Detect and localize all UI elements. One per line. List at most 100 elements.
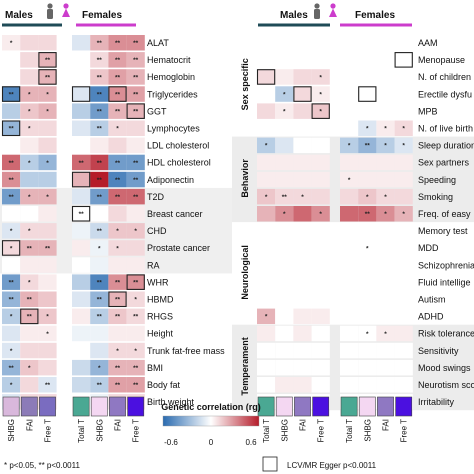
column-label: Free T: [317, 419, 326, 443]
row-label: Irritability: [418, 397, 455, 407]
heatmap-cell: [108, 206, 127, 222]
heatmap-cell: [72, 154, 91, 171]
column-swatch: [109, 396, 126, 417]
significance-mark: **: [133, 91, 139, 98]
significance-mark: **: [9, 194, 15, 201]
significance-mark: *: [116, 245, 119, 252]
heatmap-cell: [108, 377, 127, 393]
row-label: Sleep duration: [418, 141, 474, 151]
significance-mark: **: [115, 57, 121, 64]
heatmap-cell: [293, 86, 312, 102]
column-swatch: [127, 396, 145, 417]
significance-mark: **: [97, 40, 103, 47]
significance-mark: *: [28, 365, 31, 372]
significance-mark: *: [46, 194, 49, 201]
significance-mark: **: [27, 297, 33, 304]
egger-box: [293, 86, 312, 102]
column-label: Free T: [400, 419, 409, 443]
heatmap-cell: [126, 52, 145, 68]
significance-mark: **: [9, 365, 15, 372]
heatmap-cell: [340, 308, 359, 325]
heatmap-cell: [311, 377, 330, 393]
heatmap-cell: [108, 188, 127, 205]
significance-mark: *: [265, 143, 268, 150]
heatmap-cell: [394, 308, 413, 325]
significance-mark: **: [133, 382, 139, 389]
heatmap-cell: [2, 154, 21, 171]
heatmap-cell: [358, 206, 377, 222]
significance-mark: *: [319, 91, 322, 98]
heatmap-cell: [340, 188, 359, 205]
male-person-icon: [47, 3, 53, 19]
heatmap-cell: [72, 103, 91, 119]
heatmap-cell: [126, 308, 145, 325]
heatmap-cell: [108, 137, 127, 154]
heatmap-cell: [394, 206, 413, 222]
heatmap-cell: [358, 308, 377, 325]
heatmap-cell: [358, 171, 377, 188]
heatmap-cell: [38, 171, 57, 188]
row-label: BMI: [147, 363, 163, 373]
heatmap-cell: [394, 325, 413, 342]
heatmap-cell: [340, 223, 359, 239]
row-label: Lymphocytes: [147, 124, 200, 134]
heatmap-cell: [72, 291, 91, 307]
heatmap-cell: [72, 257, 91, 273]
heatmap-cell: [257, 137, 276, 154]
row-label: GGT: [147, 106, 167, 116]
heatmap-cell: [72, 274, 91, 290]
heatmap-cell: [257, 325, 276, 342]
heatmap-cell: [108, 120, 127, 136]
heatmap-cell: [293, 120, 312, 136]
heatmap-cell: [2, 291, 21, 307]
egger-box: [126, 274, 145, 290]
heatmap-cell: [394, 35, 413, 51]
significance-mark: **: [9, 177, 15, 184]
heatmap-cell: [20, 103, 39, 119]
legend-tick-mid: 0: [209, 438, 214, 447]
heatmap-cell: [38, 52, 57, 68]
heatmap-cell: [126, 377, 145, 393]
significance-mark: *: [283, 108, 286, 115]
heatmap-cell: [108, 325, 127, 342]
heatmap-cell: [340, 342, 359, 359]
heatmap-cell: [108, 257, 127, 273]
heatmap-cell: [340, 377, 359, 393]
row-label: Freq. of easy: [418, 209, 471, 219]
egger-box: [108, 86, 127, 102]
heatmap-cell: [90, 377, 109, 393]
heatmap-cell: [358, 86, 377, 102]
heatmap-cell: [293, 69, 312, 85]
heatmap-cell: [311, 86, 330, 102]
column-label: Total T: [262, 419, 271, 443]
heatmap-cell: [311, 274, 330, 290]
row-label: Birth weight: [147, 397, 195, 407]
heatmap-cell: [293, 52, 312, 68]
heatmap-cell: [340, 86, 359, 102]
heatmap-cell: [90, 154, 109, 171]
significance-mark: *: [265, 314, 268, 321]
significance-mark: *: [402, 211, 405, 218]
egger-box: [71, 205, 91, 222]
significance-mark: **: [79, 211, 85, 218]
heatmap-cell: [394, 86, 413, 102]
significance-mark: **: [133, 108, 139, 115]
heatmap-cell: [275, 103, 294, 119]
column-swatch: [72, 396, 90, 417]
heatmap-cell: [293, 359, 312, 376]
heatmap-cell: [2, 120, 21, 136]
column-label: SHBG: [7, 419, 16, 442]
heatmap-cell: [38, 291, 57, 307]
heatmap-cell: [20, 86, 39, 102]
heatmap-cell: [126, 171, 145, 188]
heatmap-cell: [38, 377, 57, 393]
heatmap-cell: [376, 52, 395, 68]
row-label: RA: [147, 260, 160, 270]
egger-box: [108, 291, 127, 308]
heatmap-cell: [311, 206, 330, 222]
significance-mark: *: [116, 126, 119, 133]
row-label: Risk tolerance: [418, 329, 474, 339]
significance-mark: *: [10, 245, 13, 252]
egger-box: [1, 240, 21, 256]
heatmap-cell: [2, 308, 21, 325]
